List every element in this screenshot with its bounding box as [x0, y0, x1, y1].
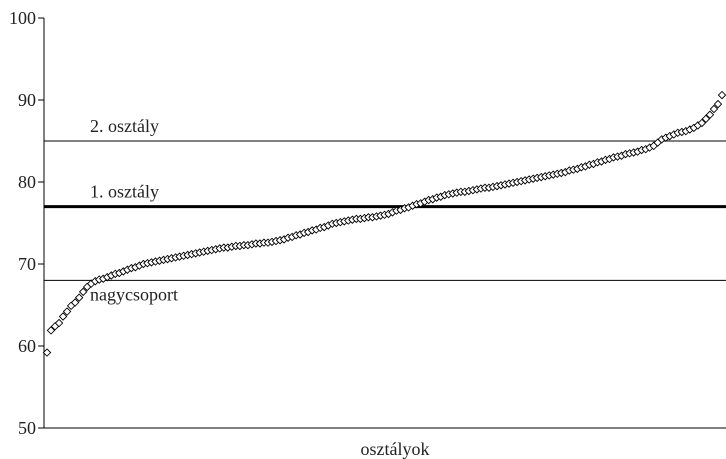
y-ticks: 50 60 70 80 90 100 [9, 8, 44, 438]
y-axis: 50 60 70 80 90 100 [9, 8, 45, 438]
data-point [62, 307, 72, 316]
data-point [74, 293, 84, 302]
data-point [58, 312, 68, 321]
data-point [709, 104, 719, 114]
data-point [705, 110, 715, 119]
y-tick-label: 50 [18, 418, 36, 438]
data-point [78, 287, 88, 297]
y-tick-label: 60 [18, 336, 36, 356]
reference-line-label: 1. osztály [90, 182, 159, 202]
data-point [717, 90, 726, 100]
data-point [697, 118, 707, 128]
y-tick-label: 100 [9, 8, 36, 28]
reference-lines: 2. osztály 1. osztály nagycsoport [44, 116, 726, 304]
reference-line-label: 2. osztály [90, 116, 159, 136]
reference-line-label: nagycsoport [90, 284, 178, 304]
data-point [701, 114, 711, 124]
data-point [46, 326, 56, 335]
data-point [42, 348, 52, 357]
x-axis-title: osztályok [361, 439, 430, 459]
y-tick-label: 90 [18, 90, 36, 110]
y-tick-label: 80 [18, 172, 36, 192]
data-point [54, 318, 64, 328]
data-point [70, 298, 80, 307]
y-tick-label: 70 [18, 254, 36, 274]
data-points [42, 90, 726, 357]
data-point [713, 99, 723, 109]
